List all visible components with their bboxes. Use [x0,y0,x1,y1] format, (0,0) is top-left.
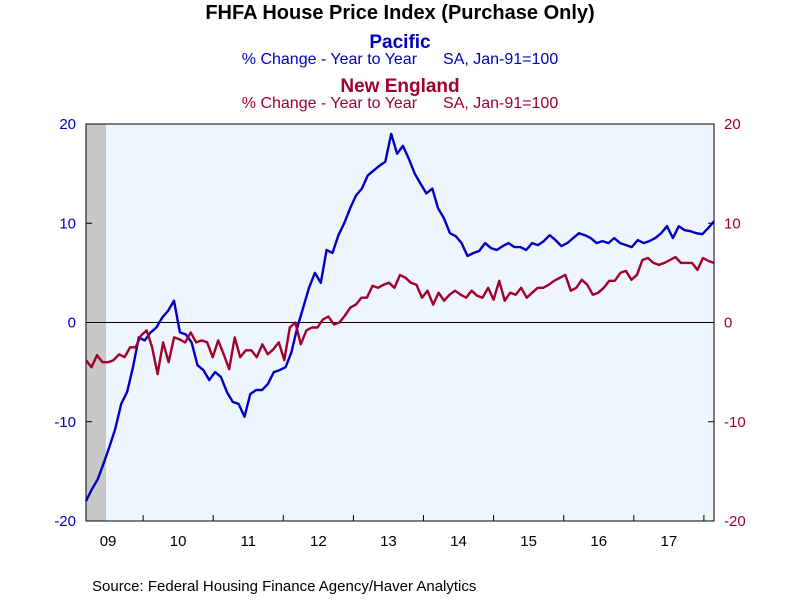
x-tick-label: 11 [240,533,256,550]
series-2-name: New England [340,76,460,97]
y-left-tick-label: 10 [59,215,76,232]
y-right-tick-label: -20 [724,513,746,530]
x-tick-label: 16 [590,533,607,550]
y-left-tick-label: -10 [54,414,76,431]
series-2-subtitle: % Change - Year to Year SA, Jan-91=100 [0,95,800,113]
source-note: Source: Federal Housing Finance Agency/H… [92,578,477,595]
chart-title: FHFA House Price Index (Purchase Only) [205,2,595,24]
y-left-tick-label: -20 [54,513,76,530]
series-1-subtitle: % Change - Year to Year SA, Jan-91=100 [0,51,800,69]
y-right-tick-label: -10 [724,414,746,431]
y-left-tick-label: 20 [59,116,76,133]
series-1-basis: SA, Jan-91=100 [443,51,559,68]
y-right-tick-label: 10 [724,215,741,232]
x-tick-label: 17 [661,533,678,550]
y-right-tick-label: 0 [724,315,732,332]
x-tick-label: 15 [520,533,537,550]
y-right-tick-label: 20 [724,116,741,133]
series-2-basis: SA, Jan-91=100 [443,95,559,112]
y-left-tick-label: 0 [68,315,76,332]
series-2-measure: % Change - Year to Year [241,95,418,112]
series-pacific-line [84,132,715,502]
series-1-name: Pacific [369,32,431,53]
x-tick-label: 09 [100,533,117,550]
x-tick-label: 14 [450,533,467,550]
x-tick-label: 13 [380,533,397,550]
x-tick-label: 12 [310,533,327,550]
series-1-measure: % Change - Year to Year [241,51,418,68]
series-new-england-line [85,255,715,376]
x-tick-label: 10 [170,533,187,550]
